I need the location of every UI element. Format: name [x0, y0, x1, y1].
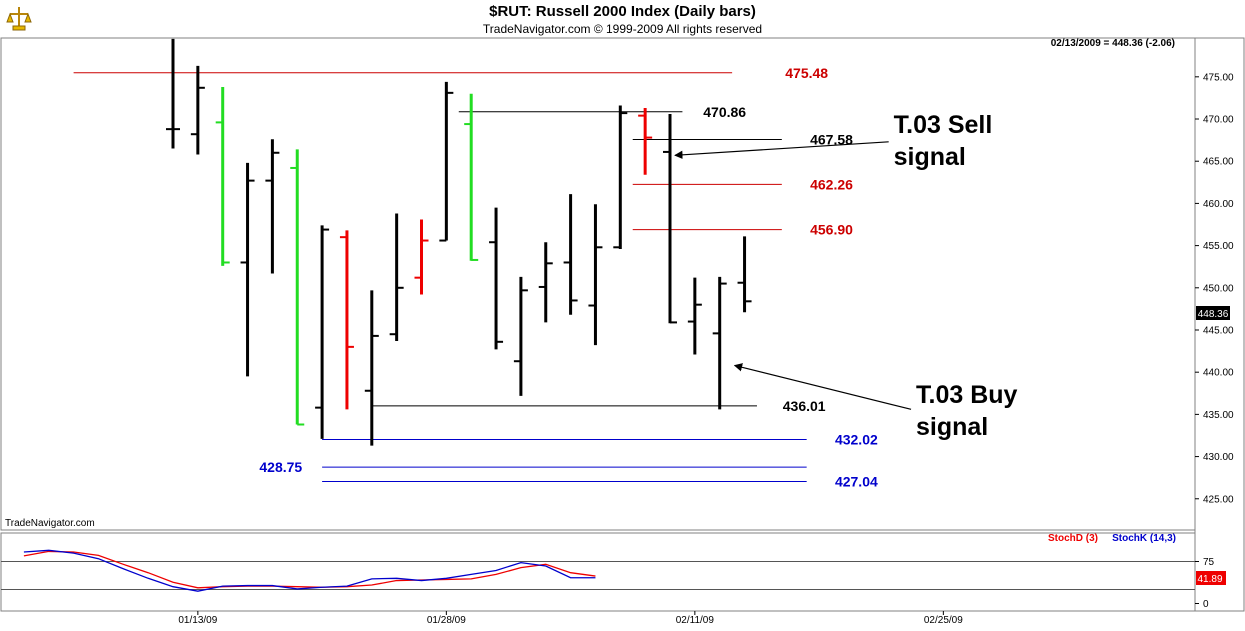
y-tick-label: 460.00: [1203, 199, 1234, 210]
x-tick-label: 01/13/09: [178, 615, 217, 626]
y-tick-label: 445.00: [1203, 325, 1234, 336]
ohlc-bar: [489, 207, 504, 350]
ohlc-bar: [464, 93, 479, 261]
ohlc-bar: [315, 225, 330, 439]
level-label: 475.48: [785, 65, 828, 81]
last-price-label: 448.36: [1198, 309, 1229, 320]
ohlc-bar: [364, 290, 379, 446]
y-tick-label: 425.00: [1203, 494, 1234, 505]
y-tick-label: 470.00: [1203, 115, 1234, 126]
date-x-axis: 01/13/09 01/28/09 02/11/09 02/25/09: [178, 611, 963, 626]
ohlc-bar: [513, 276, 528, 396]
tradenavigator-logo-icon: [4, 4, 34, 34]
signal-annotations: T.03 Sell signal T.03 Buy signal: [674, 111, 1018, 441]
ohlc-bar: [737, 236, 752, 313]
price-pane: [0, 37, 1196, 531]
chart-subtitle: TradeNavigator.com © 1999-2009 All right…: [482, 22, 763, 36]
ohlc-bar: [439, 81, 454, 242]
ohlc-bar: [712, 276, 727, 410]
annotation-arrow: [674, 141, 889, 160]
annotation-text: T.03 Sell: [894, 111, 993, 139]
legend-stoch-d: StochD (3): [1048, 533, 1098, 544]
ohlc-bar: [613, 105, 628, 249]
ohlc-bar: [663, 113, 677, 324]
ohlc-bar: [166, 38, 180, 149]
stoch-series-line: [23, 549, 596, 592]
ohlc-bar: [588, 204, 603, 346]
level-label: 436.01: [783, 398, 826, 414]
chart-title: $RUT: Russell 2000 Index (Daily bars): [489, 3, 756, 20]
level-label: 432.02: [835, 432, 878, 448]
signal-annotation: T.03 Buy signal: [733, 363, 1018, 441]
ohlc-bar: [638, 108, 653, 175]
y-tick-label: 435.00: [1203, 410, 1234, 421]
level-lines: 475.48 470.86 467.58 462.26 456.90 436.01 432.…: [73, 65, 878, 490]
level-label: 427.04: [835, 474, 878, 490]
level-label: 470.86: [703, 104, 746, 120]
ohlc-bar: [240, 162, 255, 377]
stochastic-y-axis: 0 75: [1195, 557, 1215, 610]
ohlc-bar: [190, 65, 205, 155]
level-label: 428.75: [259, 459, 302, 475]
x-tick-label: 02/25/09: [924, 615, 963, 626]
y-tick-label: 450.00: [1203, 283, 1234, 294]
stoch-tick-label: 0: [1203, 599, 1209, 610]
signal-annotation: T.03 Sell signal: [674, 111, 993, 171]
x-tick-label: 02/11/09: [676, 615, 715, 626]
y-tick-label: 465.00: [1203, 157, 1234, 168]
y-tick-label: 475.00: [1203, 72, 1234, 83]
x-tick-label: 01/28/09: [427, 615, 466, 626]
level-label: 456.90: [810, 222, 853, 238]
y-tick-label: 430.00: [1203, 452, 1234, 463]
price-y-axis: 425.00 430.00 435.00 440.00 445.00 450.00 455.…: [1195, 72, 1234, 505]
y-tick-label: 440.00: [1203, 368, 1234, 379]
ohlc-bar: [563, 194, 578, 315]
stochastic-pane: [0, 532, 1196, 612]
level-label: 467.58: [810, 131, 853, 147]
stoch-last-badge: [1196, 571, 1226, 585]
y-axis-area: [1194, 37, 1245, 612]
stoch-series-line: [23, 550, 596, 589]
watermark: TradeNavigator.com: [5, 518, 95, 529]
annotation-text: signal: [894, 143, 966, 171]
ohlc-bar: [687, 277, 702, 355]
legend-stoch-k: StochK (14,3): [1112, 533, 1176, 544]
stoch-tick-label: 75: [1203, 557, 1215, 568]
price-bars: [166, 38, 752, 446]
level-label: 462.26: [810, 176, 853, 192]
annotation-arrow: [733, 363, 912, 410]
last-price-badge: [1196, 306, 1230, 320]
ohlc-bar: [290, 149, 305, 426]
ohlc-bar: [538, 242, 553, 323]
ohlc-bar: [389, 213, 404, 341]
ohlc-bar: [265, 139, 280, 274]
stochastic-lines: [1, 549, 1195, 592]
y-tick-label: 455.00: [1203, 241, 1234, 252]
stoch-last-label: 41.89: [1197, 574, 1222, 585]
ohlc-bar: [339, 230, 354, 410]
annotation-text: signal: [916, 413, 988, 441]
status-readout: 02/13/2009 = 448.36 (-2.06): [1051, 38, 1175, 49]
annotation-text: T.03 Buy: [916, 381, 1018, 409]
ohlc-bar: [414, 219, 429, 295]
ohlc-bar: [215, 86, 230, 266]
